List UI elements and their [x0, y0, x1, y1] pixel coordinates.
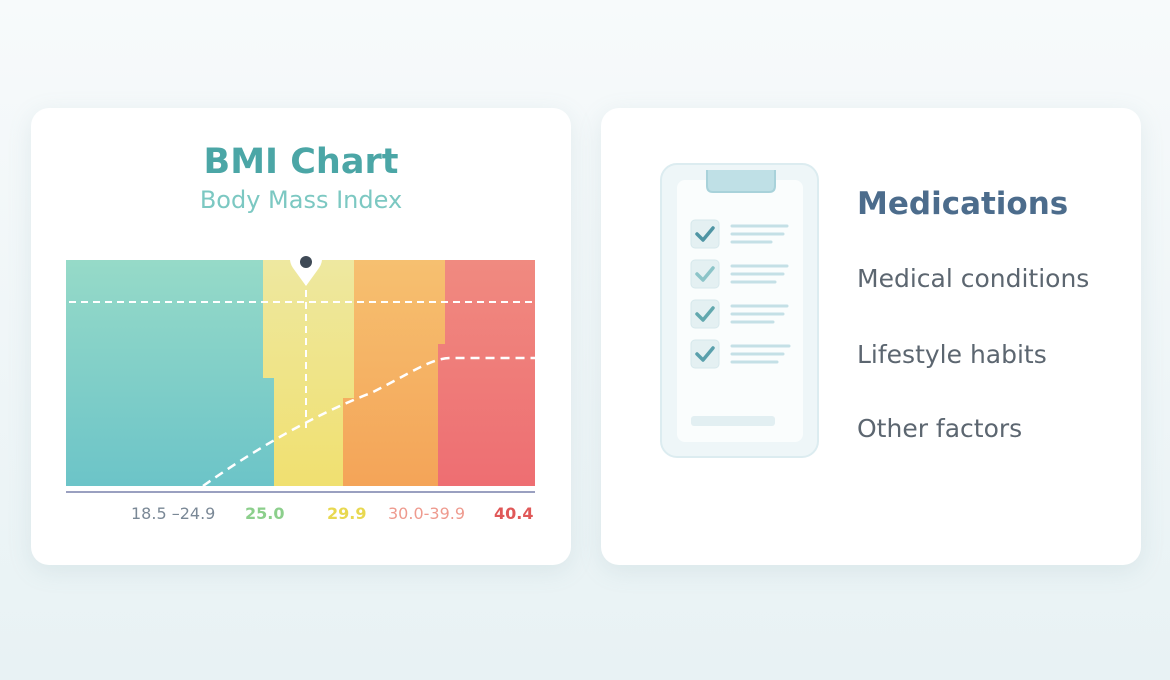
band-severe: [438, 260, 535, 486]
label-25: 25.0: [245, 504, 285, 523]
clipboard-checklist-icon: [660, 163, 819, 458]
factors-card: Medications Medical conditions Lifestyle…: [601, 108, 1141, 565]
factor-other: Other factors: [857, 414, 1023, 443]
bmi-chart-card: BMI Chart Body Mass Index 18.5 –24.9 25.…: [31, 108, 571, 565]
label-normal: 18.5 –24.9: [131, 504, 216, 523]
label-40: 40.4: [494, 504, 534, 523]
bmi-chart-subtitle: Body Mass Index: [199, 186, 403, 214]
band-overweight: [263, 260, 354, 486]
band-normal: [66, 260, 274, 486]
factor-lifestyle-habits: Lifestyle habits: [857, 340, 1047, 369]
trend-curve: [202, 356, 535, 488]
label-29: 29.9: [327, 504, 367, 523]
factor-medications: Medications: [857, 186, 1069, 222]
band-obese: [343, 260, 445, 486]
bmi-chart-title: BMI Chart: [203, 142, 399, 182]
label-obese: 30.0-39.9: [388, 504, 466, 523]
pin-dot: [300, 256, 312, 268]
factor-medical-conditions: Medical conditions: [857, 264, 1090, 293]
bmi-band-chart: [66, 242, 535, 493]
